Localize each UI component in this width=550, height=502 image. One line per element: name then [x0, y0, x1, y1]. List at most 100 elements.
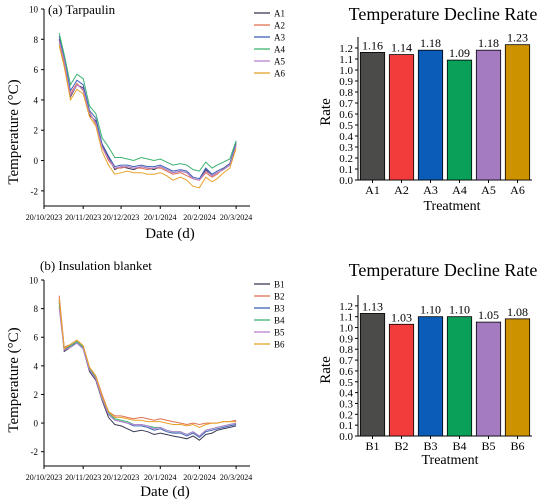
bar-a1 [359, 52, 386, 181]
bar-a6 [504, 44, 531, 181]
legend-label-b6: B6 [274, 340, 285, 350]
y-tick-label: 0.0 [339, 175, 353, 187]
y-tick-label: 1.2 [339, 43, 353, 55]
bar-chart-tarpaulin: Temperature Decline Rate Rate Treatment … [318, 4, 537, 214]
x-axis-label: Date (d) [145, 226, 195, 242]
y-tick-label: 0.1 [339, 164, 353, 176]
series-line-a5 [58, 40, 237, 181]
series-line-b6 [58, 298, 237, 428]
line-chart-insulation-blanket: (b) Insulation blanket Temperature (°C) … [6, 258, 285, 500]
y-tick-label: -2 [31, 447, 39, 457]
x-tick-label: A3 [423, 183, 438, 197]
x-axis-label: Date (d) [140, 484, 190, 500]
y-tick-label: 2 [34, 126, 39, 136]
bar-a2 [388, 54, 415, 181]
y-tick-label: 10 [29, 5, 39, 15]
bar-b6 [504, 318, 531, 437]
panel-label: (a) Tarpaulin [48, 2, 116, 17]
y-tick-label: 1.0 [339, 65, 353, 77]
y-tick-label: 0.4 [339, 131, 353, 143]
y-tick-label: 0.5 [339, 120, 353, 132]
legend-label-a3: A3 [274, 33, 285, 43]
bar-b2 [388, 323, 415, 437]
y-tick-label: 0.4 [339, 388, 353, 400]
series-line-a4 [58, 33, 237, 172]
y-tick-label: 4 [34, 361, 39, 371]
legend-label-b3: B3 [274, 304, 285, 314]
x-tick-label: A2 [394, 183, 409, 197]
data-label-a5: 1.18 [478, 36, 499, 50]
legend-label-b1: B1 [274, 280, 285, 290]
bar-b5 [475, 321, 502, 437]
bar-a4 [446, 59, 473, 181]
data-label-a4: 1.09 [449, 46, 470, 60]
y-tick-label: 0.3 [339, 398, 353, 410]
y-tick-label: 0.2 [339, 409, 353, 421]
x-tick-label: 20/2/2024 [183, 473, 215, 482]
panel-label: (b) Insulation blanket [40, 258, 152, 273]
x-tick-label: 20/3/2024 [220, 213, 252, 222]
y-axis-label: Temperature (°C) [6, 327, 22, 432]
data-label-b4: 1.10 [449, 303, 470, 317]
y-tick-label: 1.1 [339, 312, 353, 324]
y-tick-label: 6 [34, 333, 39, 343]
legend-label-b5: B5 [274, 328, 285, 338]
x-axis-label: Treatment [421, 453, 478, 468]
x-tick-label: 20/2/2024 [183, 213, 215, 222]
data-label-b3: 1.10 [420, 303, 441, 317]
x-tick-label: 20/3/2024 [220, 473, 252, 482]
y-tick-label: 0.3 [339, 142, 353, 154]
bar-a3 [417, 49, 444, 181]
legend-label-a1: A1 [274, 9, 285, 19]
y-tick-label: 1.1 [339, 54, 353, 66]
data-label-b6: 1.08 [507, 305, 528, 319]
x-tick-label: 20/11/2023 [65, 213, 101, 222]
y-tick-label: 1.2 [339, 301, 353, 313]
x-tick-label: A1 [365, 183, 380, 197]
x-tick-label: B1 [365, 439, 379, 453]
y-tick-label: 4 [34, 95, 39, 105]
bar-b4 [446, 316, 473, 437]
y-tick-label: 0.5 [339, 377, 353, 389]
chart-title: Temperature Decline Rate [349, 4, 538, 24]
data-label-b1: 1.13 [362, 299, 383, 313]
y-tick-label: -2 [31, 186, 39, 196]
y-tick-label: 8 [34, 304, 39, 314]
bar-b3 [417, 316, 444, 437]
x-tick-label: B4 [452, 439, 466, 453]
x-tick-label: B5 [481, 439, 495, 453]
data-label-b5: 1.05 [478, 308, 499, 322]
series-line-b3 [58, 302, 237, 439]
y-tick-label: 0.9 [339, 76, 353, 88]
y-tick-label: 10 [29, 276, 39, 286]
x-tick-label: B2 [394, 439, 408, 453]
x-tick-label: 20/11/2023 [65, 473, 101, 482]
line-chart-tarpaulin: (a) Tarpaulin Temperature (°C) Date (d) … [6, 2, 285, 242]
x-tick-label: B3 [423, 439, 437, 453]
y-tick-label: 0.2 [339, 153, 353, 165]
x-tick-label: 20/1/2024 [144, 473, 176, 482]
legend-label-a4: A4 [274, 45, 285, 55]
y-axis-label: Temperature (°C) [6, 79, 22, 184]
x-tick-label: 20/1/2024 [144, 213, 176, 222]
x-tick-label: 20/12/2023 [103, 473, 139, 482]
x-tick-label: B6 [510, 439, 524, 453]
bar-chart-insulation-blanket: Temperature Decline Rate Rate Treatment … [318, 260, 537, 468]
bar-b1 [359, 313, 386, 437]
y-tick-label: 0.0 [339, 431, 353, 443]
bar-a5 [475, 49, 502, 181]
y-tick-label: 0.6 [339, 109, 353, 121]
x-tick-label: A6 [510, 183, 525, 197]
data-label-b2: 1.03 [391, 310, 412, 324]
y-tick-label: 1.0 [339, 323, 353, 335]
series-line-a3 [58, 36, 237, 180]
x-tick-label: 20/10/2023 [26, 213, 62, 222]
data-label-a2: 1.14 [391, 41, 412, 55]
series-line-b2 [58, 295, 237, 426]
series-line-b4 [58, 305, 237, 437]
legend-label-b4: B4 [274, 316, 285, 326]
x-tick-label: A5 [481, 183, 496, 197]
legend-label-a5: A5 [274, 57, 285, 67]
y-axis-label: Rate [318, 356, 334, 384]
